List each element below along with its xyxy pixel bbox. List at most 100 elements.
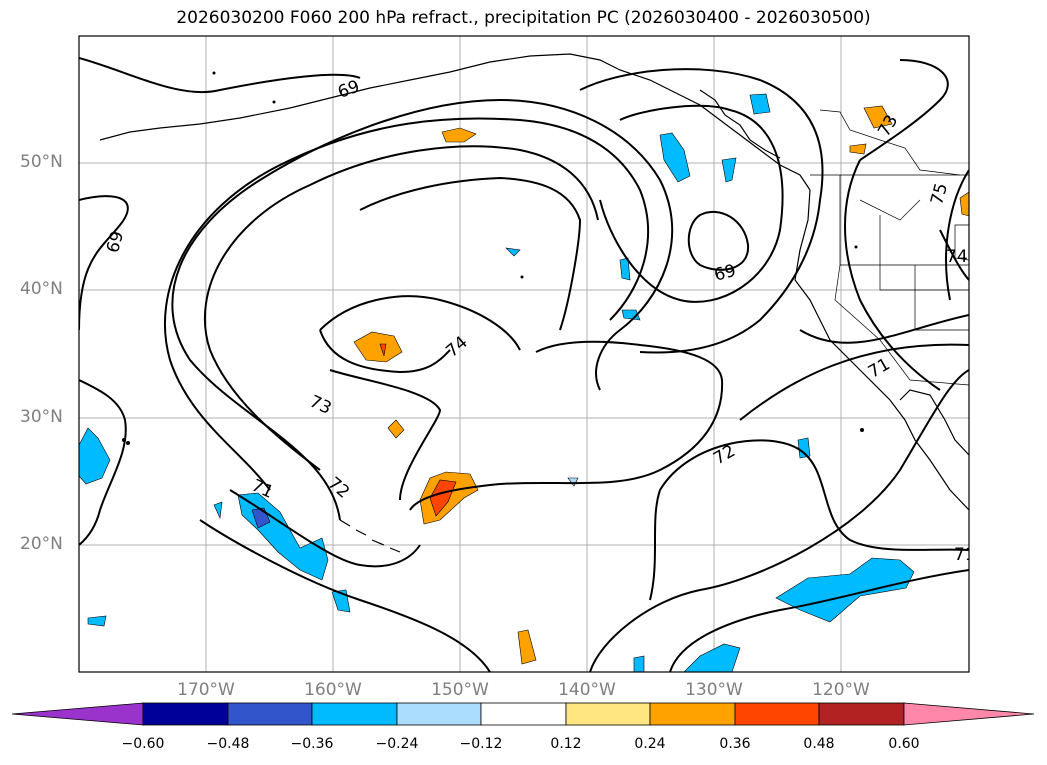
precip-area: [517, 629, 537, 665]
contour-label: 69: [335, 77, 362, 103]
contour-label: 74: [442, 332, 471, 361]
precip-area: [863, 105, 893, 129]
precip-area: [659, 132, 691, 183]
precip-area: [633, 655, 645, 672]
colorbar-bin: [311, 702, 398, 726]
colorbar-tick-label: −0.12: [459, 736, 503, 752]
grid-lines: [79, 36, 969, 672]
colorbar-tick-label: −0.48: [206, 736, 250, 752]
contour-line: [859, 59, 949, 161]
contour-line: [203, 145, 599, 471]
colorbar-tick-label: 0.48: [803, 736, 835, 752]
colorbar-tick-label: 0.60: [888, 736, 920, 752]
precip-negative-areas: [79, 93, 915, 672]
precip-area: [441, 127, 477, 143]
colorbar-tick-label: −0.60: [121, 736, 165, 752]
lat-label: 30°N: [20, 407, 63, 427]
contour-line: [79, 195, 129, 331]
contour-line: [739, 343, 969, 421]
contour-label: 69: [712, 261, 738, 286]
precip-area: [505, 247, 521, 257]
contour-line: [579, 68, 824, 354]
colorbar-tick-label: 0.12: [550, 736, 582, 752]
colorbar-tick-label: −0.36: [290, 736, 334, 752]
lon-label: 130°W: [685, 680, 743, 700]
borders: [810, 109, 969, 386]
contour-line: [649, 439, 969, 601]
contour-line: [171, 98, 674, 521]
islands: [122, 71, 864, 445]
precip-area: [749, 93, 771, 115]
colorbar-bin: [396, 702, 482, 726]
contour-line: [163, 117, 649, 491]
colorbar-tick-label: 0.24: [634, 736, 666, 752]
colorbar-bin: [734, 702, 820, 726]
contour-line: [79, 57, 361, 94]
precip-area: [429, 479, 457, 517]
contour-line: [329, 369, 442, 501]
lon-label: 150°W: [431, 680, 489, 700]
precip-area: [567, 477, 579, 487]
contour-line: [199, 519, 491, 672]
contour-line: [589, 369, 969, 672]
contour-label: 69: [103, 229, 128, 255]
refractivity-contours: [79, 57, 969, 672]
colorbar-extend-low: [11, 702, 144, 726]
coastline-west-coast: [794, 189, 969, 511]
lon-label: 140°W: [558, 680, 616, 700]
precip-area: [213, 501, 223, 520]
precip-area: [849, 143, 867, 155]
contour-line: [687, 210, 750, 271]
map-title: 2026030200 F060 200 hPa refract., precip…: [176, 8, 871, 28]
colorbar-bin: [227, 702, 313, 726]
precip-area: [87, 615, 107, 627]
colorbar-extend-high: [903, 702, 1035, 726]
lon-label: 170°W: [177, 680, 235, 700]
lon-label: 160°W: [304, 680, 362, 700]
precip-area: [721, 157, 737, 183]
lon-label: 120°W: [812, 680, 870, 700]
precip-area: [775, 557, 915, 623]
precip-area: [683, 643, 741, 672]
coastline-baja: [899, 389, 969, 456]
colorbar: [11, 702, 1035, 726]
precip-area: [353, 331, 403, 363]
contour-line: [79, 379, 127, 546]
contour-line: [939, 229, 969, 281]
colorbar-tick-label: −0.24: [375, 736, 419, 752]
contour-line: [319, 329, 451, 374]
lat-label: 40°N: [20, 279, 63, 299]
lat-label: 50°N: [20, 152, 63, 172]
contour-line: [945, 169, 969, 301]
contour-line: [409, 340, 724, 511]
precip-area: [959, 191, 969, 217]
contour-line: [359, 176, 582, 331]
precip-area: [797, 437, 811, 459]
colorbar-bin: [480, 702, 567, 726]
contour-line: [844, 159, 941, 391]
contour-line: [229, 489, 421, 568]
colorbar-bin: [818, 702, 905, 726]
contour-line: [599, 104, 784, 303]
precip-area: [79, 427, 111, 485]
precip-area: [379, 343, 387, 357]
contour-label: 73: [306, 392, 334, 419]
colorbar-bin: [142, 702, 229, 726]
contour-label: 74: [946, 247, 968, 267]
coastline-hawaii: [339, 519, 401, 553]
contour-label: 75: [927, 181, 952, 207]
contour-label: 71: [954, 545, 976, 565]
colorbar-tick-label: 0.36: [719, 736, 751, 752]
lat-label: 20°N: [20, 534, 63, 554]
coastlines: [99, 53, 969, 553]
colorbar-bin: [649, 702, 736, 726]
coastline-alaska: [99, 53, 811, 191]
contour-label: 72: [324, 473, 353, 502]
precip-area: [387, 419, 405, 439]
coastline-bc-islands: [699, 89, 781, 159]
contour-line: [669, 569, 969, 672]
contour-line: [319, 295, 521, 351]
precip-area: [619, 257, 631, 281]
contour-line: [799, 314, 969, 344]
